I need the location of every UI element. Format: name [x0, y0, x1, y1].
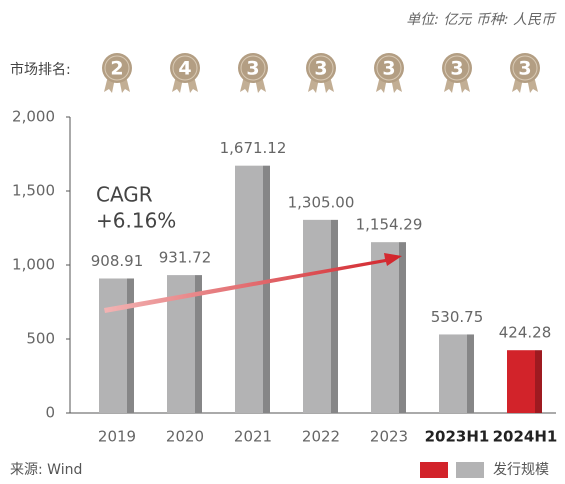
value-label: 424.28 [499, 324, 552, 342]
bar-front [371, 242, 399, 413]
x-tick-label: 2023H1 [425, 428, 490, 446]
medal [442, 53, 472, 83]
rank: 3 [314, 58, 327, 80]
bar-front [439, 334, 467, 413]
y-tick-label: 500 [26, 330, 55, 348]
medal-ring [104, 55, 130, 81]
bar [303, 219, 338, 413]
bar-side [535, 350, 542, 413]
bar-side [331, 219, 338, 413]
value-label: 908.91 [91, 252, 144, 270]
medal [374, 53, 404, 83]
value-label: 530.75 [431, 308, 484, 326]
medal [238, 53, 268, 83]
bar-front [235, 165, 263, 413]
unit-note: 单位: 亿元 币种: 人民币 [406, 12, 557, 28]
x-tick-label: 2020 [166, 428, 204, 446]
bar [99, 278, 134, 413]
value-label: 1,671.12 [220, 139, 287, 157]
medal [170, 53, 200, 83]
x-tick-label: 2022 [302, 428, 340, 446]
medal-ring [444, 55, 470, 81]
bar [507, 350, 542, 413]
y-tick-label: 2,000 [12, 108, 55, 126]
rank: 3 [450, 58, 463, 80]
y-tick-label: 1,000 [12, 256, 55, 274]
bar-side [263, 165, 270, 413]
bar [439, 334, 474, 413]
legend-label: 发行规模 [493, 462, 549, 478]
bar-front [303, 219, 331, 413]
value-label: 1,305.00 [288, 193, 355, 211]
x-tick-label: 2023 [370, 428, 408, 446]
cagr-arrow [104, 253, 402, 313]
medal-ring [376, 55, 402, 81]
medal [510, 53, 540, 83]
bar-side [127, 278, 134, 413]
medal-ring [512, 55, 538, 81]
rank: 4 [178, 58, 191, 80]
rank-label: 市场排名: [10, 61, 71, 78]
bar-side [399, 242, 406, 413]
value-label: 931.72 [159, 249, 212, 267]
bar [235, 165, 270, 413]
bar-side [195, 275, 202, 413]
medal [306, 53, 336, 83]
bar-front [99, 278, 127, 413]
rank: 3 [246, 58, 259, 80]
x-tick-label: 2019 [98, 428, 136, 446]
y-tick-label: 0 [45, 404, 55, 422]
medal [102, 53, 132, 83]
medal-ring [308, 55, 334, 81]
bar [371, 242, 406, 413]
y-tick-label: 1,500 [12, 182, 55, 200]
bar-side [467, 334, 474, 413]
x-tick-label: 2021 [234, 428, 272, 446]
value-label: 1,154.29 [356, 216, 423, 234]
annotation: +6.16% [96, 209, 176, 233]
medal-ring [172, 55, 198, 81]
source: 来源: Wind [10, 462, 82, 478]
x-tick-label: 2024H1 [493, 428, 558, 446]
legend-swatch [420, 462, 448, 478]
rank: 3 [382, 58, 395, 80]
rank: 3 [518, 58, 531, 80]
annotation: CAGR [96, 183, 153, 207]
legend-swatch [456, 462, 484, 478]
bar-front [507, 350, 535, 413]
rank: 2 [110, 58, 123, 80]
medal-ring [240, 55, 266, 81]
